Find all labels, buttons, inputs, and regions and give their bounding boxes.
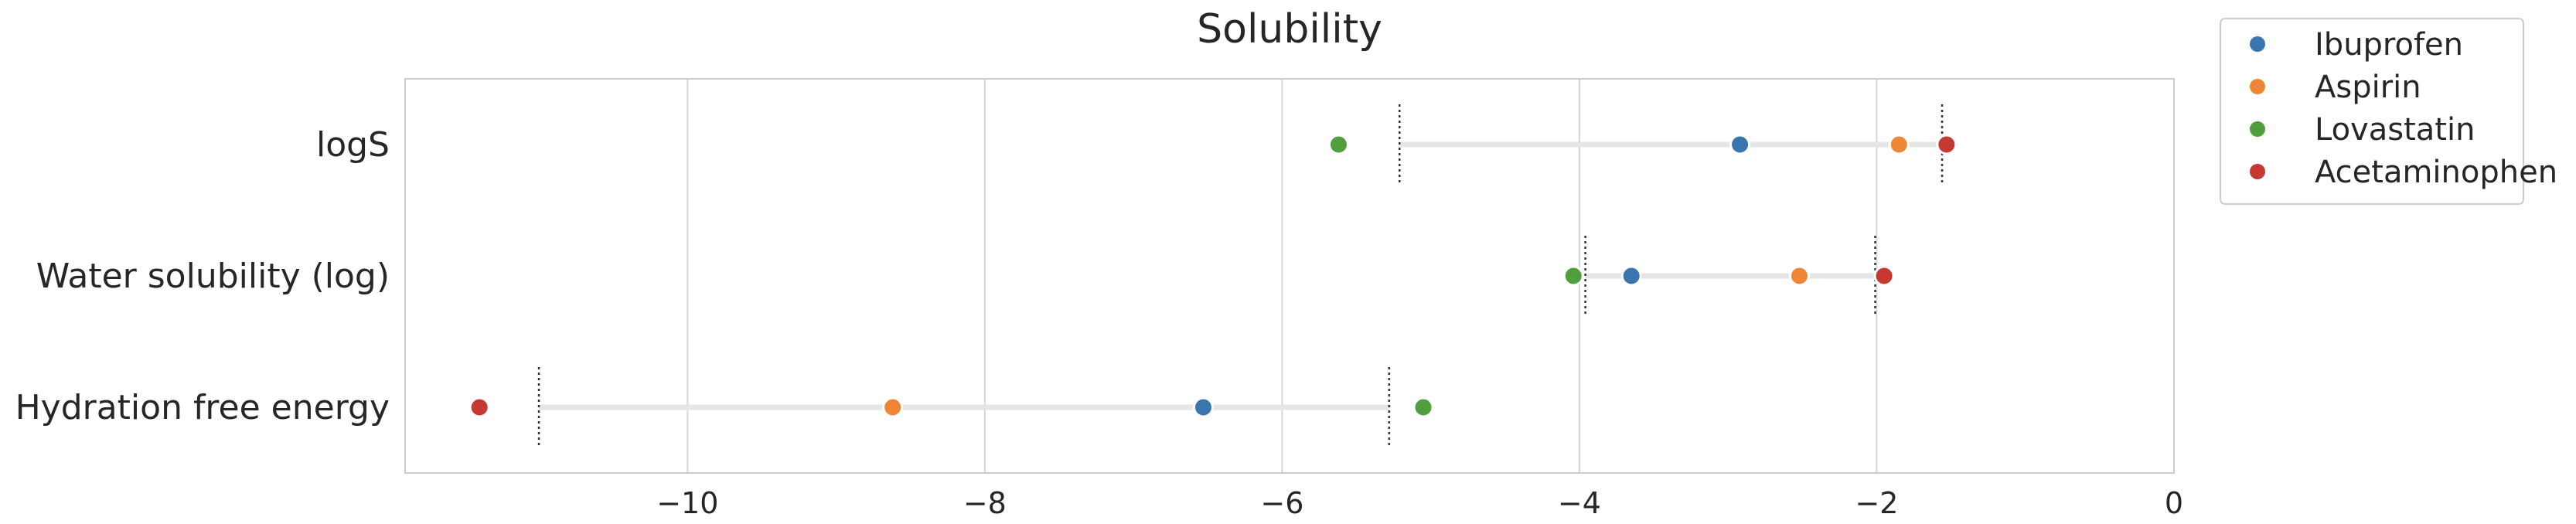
data-point-ibuprofen — [1620, 265, 1642, 287]
legend-box — [2220, 18, 2524, 205]
x-tick-label: −6 — [1260, 486, 1303, 520]
category-label: Hydration free energy — [15, 388, 390, 427]
data-point-acetaminophen — [1873, 265, 1895, 287]
legend-label: Lovastatin — [2315, 112, 2475, 148]
data-point-aspirin — [1888, 134, 1910, 155]
legend: Ibuprofen Aspirin Lovastatin Acetaminophen — [2220, 18, 2557, 205]
legend-marker — [2250, 36, 2265, 52]
data-point-lovastatin — [1327, 134, 1349, 155]
legend-label: Ibuprofen — [2315, 27, 2463, 63]
data-point-aspirin — [882, 396, 904, 418]
legend-marker — [2250, 164, 2265, 179]
x-tick-label: −2 — [1855, 486, 1898, 520]
x-tick-label: −10 — [656, 486, 718, 520]
data-point-ibuprofen — [1729, 134, 1751, 155]
category-label: Water solubility (log) — [36, 257, 390, 296]
plot-area — [404, 78, 2175, 474]
data-point-acetaminophen — [1936, 134, 1958, 155]
legend-marker — [2250, 79, 2265, 94]
x-tick-label: −4 — [1558, 486, 1601, 520]
data-point-lovastatin — [1562, 265, 1584, 287]
x-tick-label: 0 — [2165, 486, 2183, 520]
legend-label: Acetaminophen — [2315, 155, 2557, 190]
data-point-lovastatin — [1412, 396, 1434, 418]
x-tick-label: −8 — [963, 486, 1007, 520]
category-label: logS — [316, 125, 390, 165]
range-lines — [537, 104, 1944, 447]
legend-label: Aspirin — [2315, 70, 2421, 105]
legend-marker — [2250, 121, 2265, 137]
y-axis-labels: logS Water solubility (log) Hydration free… — [15, 125, 390, 427]
data-points — [469, 134, 1958, 418]
data-point-acetaminophen — [469, 396, 490, 418]
x-axis-labels: −10 −8 −6 −4 −2 0 — [656, 486, 2183, 520]
data-point-aspirin — [1788, 265, 1810, 287]
chart-title: Solubility — [1197, 6, 1382, 53]
data-point-ibuprofen — [1192, 396, 1214, 418]
